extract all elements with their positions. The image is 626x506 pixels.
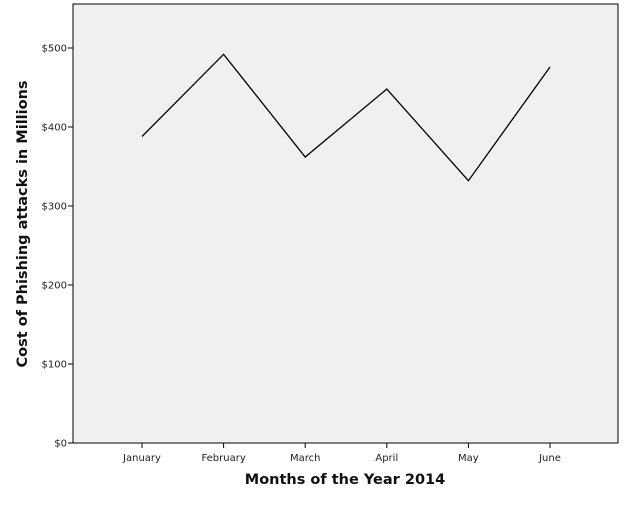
y-tick-label: $400 (42, 123, 67, 134)
y-tick-label: $200 (42, 281, 67, 292)
y-axis-title: Cost of Phishing attacks in Millions (15, 80, 31, 367)
x-tick-label: June (538, 453, 561, 464)
x-axis-title: Months of the Year 2014 (245, 472, 445, 488)
x-tick-label: May (458, 453, 479, 464)
y-axis-ticks: $0 $100 $200 $300 $400 $500 (42, 44, 73, 450)
x-tick-label: January (122, 453, 161, 464)
y-tick-label: $0 (54, 439, 67, 450)
y-tick-label: $300 (42, 202, 67, 213)
plot-area (72, 3, 619, 444)
x-tick-label: April (375, 453, 398, 464)
y-tick-label: $500 (42, 44, 67, 55)
x-axis-ticks: January February March April May June (122, 443, 561, 464)
y-tick-label: $100 (42, 360, 67, 371)
x-tick-label: March (290, 453, 320, 464)
series-line (141, 53, 551, 182)
x-tick-label: February (201, 453, 245, 464)
